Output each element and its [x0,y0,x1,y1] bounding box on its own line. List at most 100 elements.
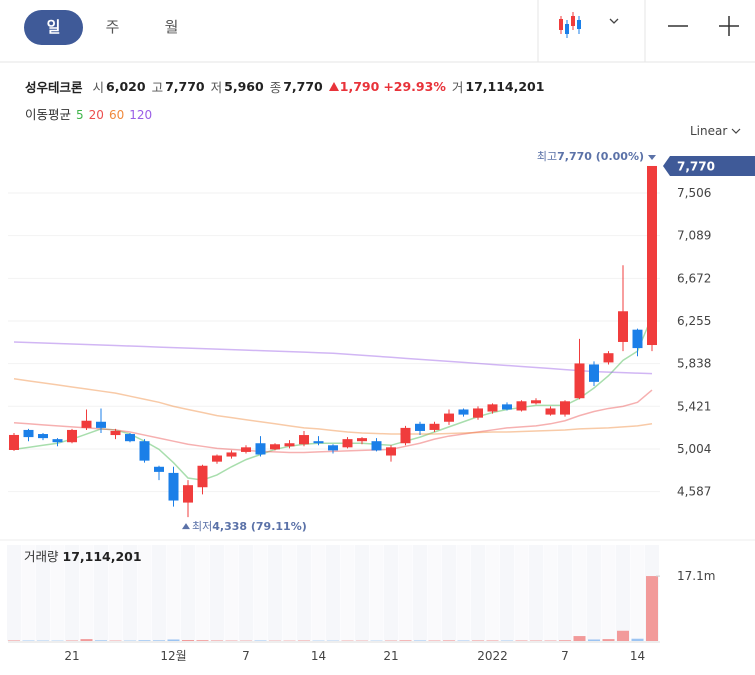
volume-label: 거 [451,80,464,95]
quote-line: 성우테크론 시 6,020 고 7,770 저 5,960 종 7,770 1,790 … [25,77,550,96]
volume-bar [602,639,615,641]
y-tick-label: 7,506 [677,186,711,200]
candle-body [110,430,121,436]
candle-body [516,401,527,411]
volume-column-bg [500,545,514,641]
x-tick-label: 21 [64,649,79,663]
volume-column-bg [282,545,297,641]
candle-body [328,445,338,451]
y-tick-label: 6,255 [677,314,711,328]
high-annotation-text: 7,770 (0.00%) [557,150,644,163]
change-rate: +29.93% [383,79,446,94]
dropdown-icon[interactable] [609,18,619,24]
volume-column-bg [65,545,79,641]
quote-label: 종 [269,80,282,95]
volume-column-bg [152,545,166,641]
candle-body [632,329,643,349]
volume-bar [414,640,426,641]
volume-column-bg [253,545,268,641]
up-arrow [328,82,339,91]
low-annotation-label: 최저 [192,520,212,533]
ma-line [13,341,653,375]
scale-toggle[interactable]: Linear [690,124,727,138]
x-tick-label: 12월 [160,649,186,663]
quote-value: 5,960 [224,79,264,94]
volume-column-bg [36,545,50,641]
candle-body [444,413,454,422]
candle-body [23,429,34,438]
ma-legend-item: 60 [109,108,124,122]
volume-column-bg [355,545,369,641]
candle-body [183,485,193,503]
high-annotation-label: 최고 [537,150,557,163]
candle-body [125,434,135,442]
volume-column-bg [616,545,630,641]
candle-body [67,429,77,443]
quote-value: 6,020 [106,79,146,94]
tab[interactable]: 월 [164,18,179,36]
volume-bar [196,640,209,641]
ma-line [13,378,653,435]
candle-body [52,439,63,443]
tab[interactable]: 일 [24,10,83,45]
candle-body [400,427,411,444]
candle-body [96,421,106,428]
chart-type-icon[interactable] [559,12,581,38]
candle-body [458,409,469,415]
volume-column-bg [413,545,427,641]
candle-body [487,404,498,412]
volume-column-bg [50,545,65,641]
volume-column-bg [210,545,224,641]
volume-column-bg [21,545,36,641]
low-marker [182,523,190,530]
volume-bar [588,639,600,641]
volume-column-bg [485,545,500,641]
candle-body [241,447,251,452]
ma-legend-title: 이동평균 [25,107,71,122]
volume-column-bg [427,545,442,641]
volume-bar [617,630,629,641]
dropdown-icon[interactable] [731,128,741,134]
change: 1,790 [339,79,380,94]
volume-column-bg [384,545,398,641]
stock-name: 성우테크론 [25,80,83,95]
candle-body [502,404,512,410]
volume-bar [472,640,484,641]
candle-body [38,434,48,439]
y-tick-label: 7,089 [677,229,711,243]
y-tick-label: 5,421 [677,399,711,413]
quote-value: 7,770 [283,79,323,94]
high-annotation: 최고7,770 (0.00%) [537,150,644,163]
volume-bar [515,640,528,641]
volume-column-bg [311,545,326,641]
candle-body [647,165,657,346]
volume-column-bg [224,545,239,641]
quote-label: 고 [151,80,164,95]
candle-body [386,447,396,456]
volume-column-bg [340,545,355,641]
candle-body [574,363,585,399]
quote-label: 시 [92,80,105,95]
zoom-in-icon[interactable] [719,16,739,36]
low-annotation-text: 4,338 (79.11%) [212,520,307,533]
candle-body [531,400,541,404]
volume-column-bg [572,545,587,641]
volume-column-bg [630,545,645,641]
volume-bar [211,640,223,641]
high-marker [648,154,656,160]
volume-bar [153,640,165,641]
y-tick-label: 4,587 [677,485,711,499]
volume-bar [399,640,412,641]
x-tick-label: 21 [383,649,398,663]
tab[interactable]: 주 [105,18,120,36]
volume-latest: 17,114,201 [63,549,142,564]
x-tick-label: 7 [242,649,250,663]
volume-bar [138,640,151,641]
volume-column-bg [587,545,601,641]
volume-column-bg [181,545,195,641]
volume-column-bg [94,545,108,641]
volume-value: 17,114,201 [465,79,545,94]
volume-column-bg [123,545,137,641]
